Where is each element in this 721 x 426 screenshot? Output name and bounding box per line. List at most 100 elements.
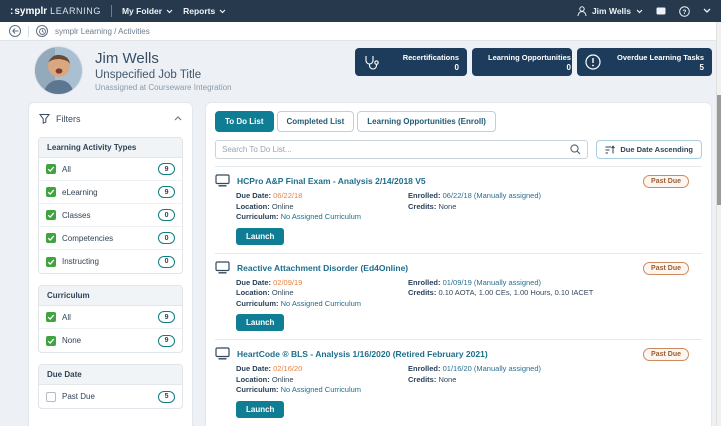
count-badge: 9 xyxy=(158,311,175,323)
filter-group-title: Due Date xyxy=(39,365,182,385)
filter-funnel-icon xyxy=(39,114,50,124)
checkbox-checked-icon[interactable] xyxy=(46,312,56,322)
monitor-icon xyxy=(215,347,230,360)
credits-value: None xyxy=(438,201,457,211)
enrolled-value: 01/09/19 (Manually assigned) xyxy=(442,277,542,287)
filter-option-label: Competencies xyxy=(62,233,114,243)
filter-group-learning-activity-types: Learning Activity Types All 9 eLearning … xyxy=(38,137,183,274)
menu-reports[interactable]: Reports xyxy=(183,6,226,16)
filter-option-label: None xyxy=(62,336,82,345)
stat-recertifications[interactable]: Recertifications 0 xyxy=(355,48,467,76)
count-badge: 9 xyxy=(158,186,175,198)
filter-option-competencies[interactable]: Competencies 0 xyxy=(39,227,182,250)
tab-to-do-list[interactable]: To Do List xyxy=(215,111,274,132)
tab-completed-list[interactable]: Completed List xyxy=(276,111,355,132)
message-icon[interactable] xyxy=(656,7,666,16)
filter-option-past-due[interactable]: Past Due 5 xyxy=(39,385,182,408)
curriculum-value: No Assigned Curriculum xyxy=(280,212,362,221)
checkbox-checked-icon[interactable] xyxy=(46,233,56,243)
breadcrumb-divider xyxy=(28,25,29,37)
symplr-logo[interactable]: : symplr LEARNING xyxy=(10,6,101,17)
search-input[interactable] xyxy=(222,145,571,154)
filter-group-title: Learning Activity Types xyxy=(39,138,182,158)
count-badge: 0 xyxy=(158,209,175,221)
field-label: Curriculum: xyxy=(236,298,279,308)
filter-option-instructing[interactable]: Instructing 0 xyxy=(39,250,182,273)
location-value: Online xyxy=(271,374,294,384)
chevron-up-icon[interactable] xyxy=(174,116,182,121)
due-date-value: 02/09/19 xyxy=(273,277,303,287)
stat-learning-opportunities[interactable]: Learning Opportunities 0 xyxy=(472,48,572,76)
help-icon[interactable]: ? xyxy=(679,5,690,17)
history-icon[interactable] xyxy=(36,25,48,37)
todo-list: HCPro A&P Final Exam - Analysis 2/14/201… xyxy=(215,166,702,426)
launch-button[interactable]: Launch xyxy=(236,227,285,245)
filter-option-label: eLearning xyxy=(62,187,98,197)
activity-title-link[interactable]: Reactive Attachment Disorder (Ed4Online) xyxy=(237,262,409,273)
topbar-chevron-down-icon[interactable] xyxy=(703,8,711,14)
alert-circle-icon xyxy=(585,54,601,70)
checkbox-checked-icon[interactable] xyxy=(46,187,56,197)
stat-overdue-learning-tasks[interactable]: Overdue Learning Tasks 5 xyxy=(577,48,712,76)
menu-my-folder-label: My Folder xyxy=(121,6,163,16)
back-button[interactable] xyxy=(9,25,21,37)
filter-option-curriculum-all[interactable]: All 9 xyxy=(39,306,182,329)
location-value: Online xyxy=(271,288,294,297)
filter-option-classes[interactable]: Classes 0 xyxy=(39,204,182,227)
credits-value: None xyxy=(438,374,457,384)
user-menu[interactable]: Jim Wells xyxy=(577,5,643,17)
chevron-down-icon xyxy=(166,9,173,13)
count-badge: 9 xyxy=(158,163,175,175)
list-item: HeartCode ® BLS - Analysis 1/16/2020 (Re… xyxy=(215,339,702,426)
user-name: Jim Wells xyxy=(591,6,631,16)
launch-button[interactable]: Launch xyxy=(236,314,285,331)
field-label: Curriculum: xyxy=(236,212,279,221)
curriculum-value: No Assigned Curriculum xyxy=(280,298,362,308)
filter-option-all[interactable]: All 9 xyxy=(39,158,182,181)
profile-name: Jim Wells xyxy=(95,49,159,67)
svg-text:?: ? xyxy=(683,8,687,15)
field-label: Enrolled: xyxy=(408,191,441,200)
sort-ascending-icon xyxy=(605,144,616,153)
field-label: Due Date: xyxy=(236,191,272,200)
filter-option-elearning[interactable]: eLearning 9 xyxy=(39,181,182,204)
search-icon[interactable] xyxy=(570,144,581,155)
past-due-badge: Past Due xyxy=(643,261,689,275)
filters-header[interactable]: Filters xyxy=(38,111,183,126)
checkbox-checked-icon[interactable] xyxy=(46,335,56,346)
filter-option-label: Past Due xyxy=(62,392,95,401)
filter-option-label: Classes xyxy=(62,210,91,220)
person-icon xyxy=(577,5,587,16)
list-item: Reactive Attachment Disorder (Ed4Online)… xyxy=(215,252,702,340)
filter-option-label: All xyxy=(62,164,71,174)
brand-name: symplr xyxy=(14,5,48,17)
activity-title-link[interactable]: HCPro A&P Final Exam - Analysis 2/14/201… xyxy=(237,176,426,186)
stat-label: Overdue Learning Tasks xyxy=(617,52,704,62)
activity-title-link[interactable]: HeartCode ® BLS - Analysis 1/16/2020 (Re… xyxy=(237,349,488,359)
menu-my-folder[interactable]: My Folder xyxy=(122,6,173,16)
avatar xyxy=(35,47,82,94)
launch-button[interactable]: Launch xyxy=(236,400,285,418)
checkbox-unchecked-icon[interactable] xyxy=(46,391,56,402)
search-box[interactable] xyxy=(215,140,589,159)
checkbox-checked-icon[interactable] xyxy=(46,164,56,174)
enrolled-value: 01/16/20 (Manually assigned) xyxy=(442,364,542,373)
curriculum-value: No Assigned Curriculum xyxy=(280,385,362,394)
field-label: Location: xyxy=(236,374,270,384)
filter-option-curriculum-none[interactable]: None 9 xyxy=(39,329,182,352)
count-badge: 5 xyxy=(158,390,175,403)
stat-value: 0 xyxy=(454,62,459,72)
count-badge: 9 xyxy=(158,334,175,347)
sort-label: Due Date Ascending xyxy=(620,145,693,154)
profile-text: Jim Wells Unspecified Job Title Unassign… xyxy=(95,50,232,92)
breadcrumb: symplr Learning / Activities xyxy=(55,26,150,36)
tab-learning-opportunities[interactable]: Learning Opportunities (Enroll) xyxy=(357,111,496,132)
checkbox-checked-icon[interactable] xyxy=(46,256,56,267)
monitor-icon xyxy=(215,174,230,187)
scrollbar-thumb[interactable] xyxy=(717,95,721,205)
checkbox-checked-icon[interactable] xyxy=(46,210,56,220)
filter-option-label: Instructing xyxy=(62,257,99,266)
stethoscope-icon xyxy=(365,55,379,70)
sort-button[interactable]: Due Date Ascending xyxy=(596,140,702,159)
count-badge: 0 xyxy=(158,232,175,244)
